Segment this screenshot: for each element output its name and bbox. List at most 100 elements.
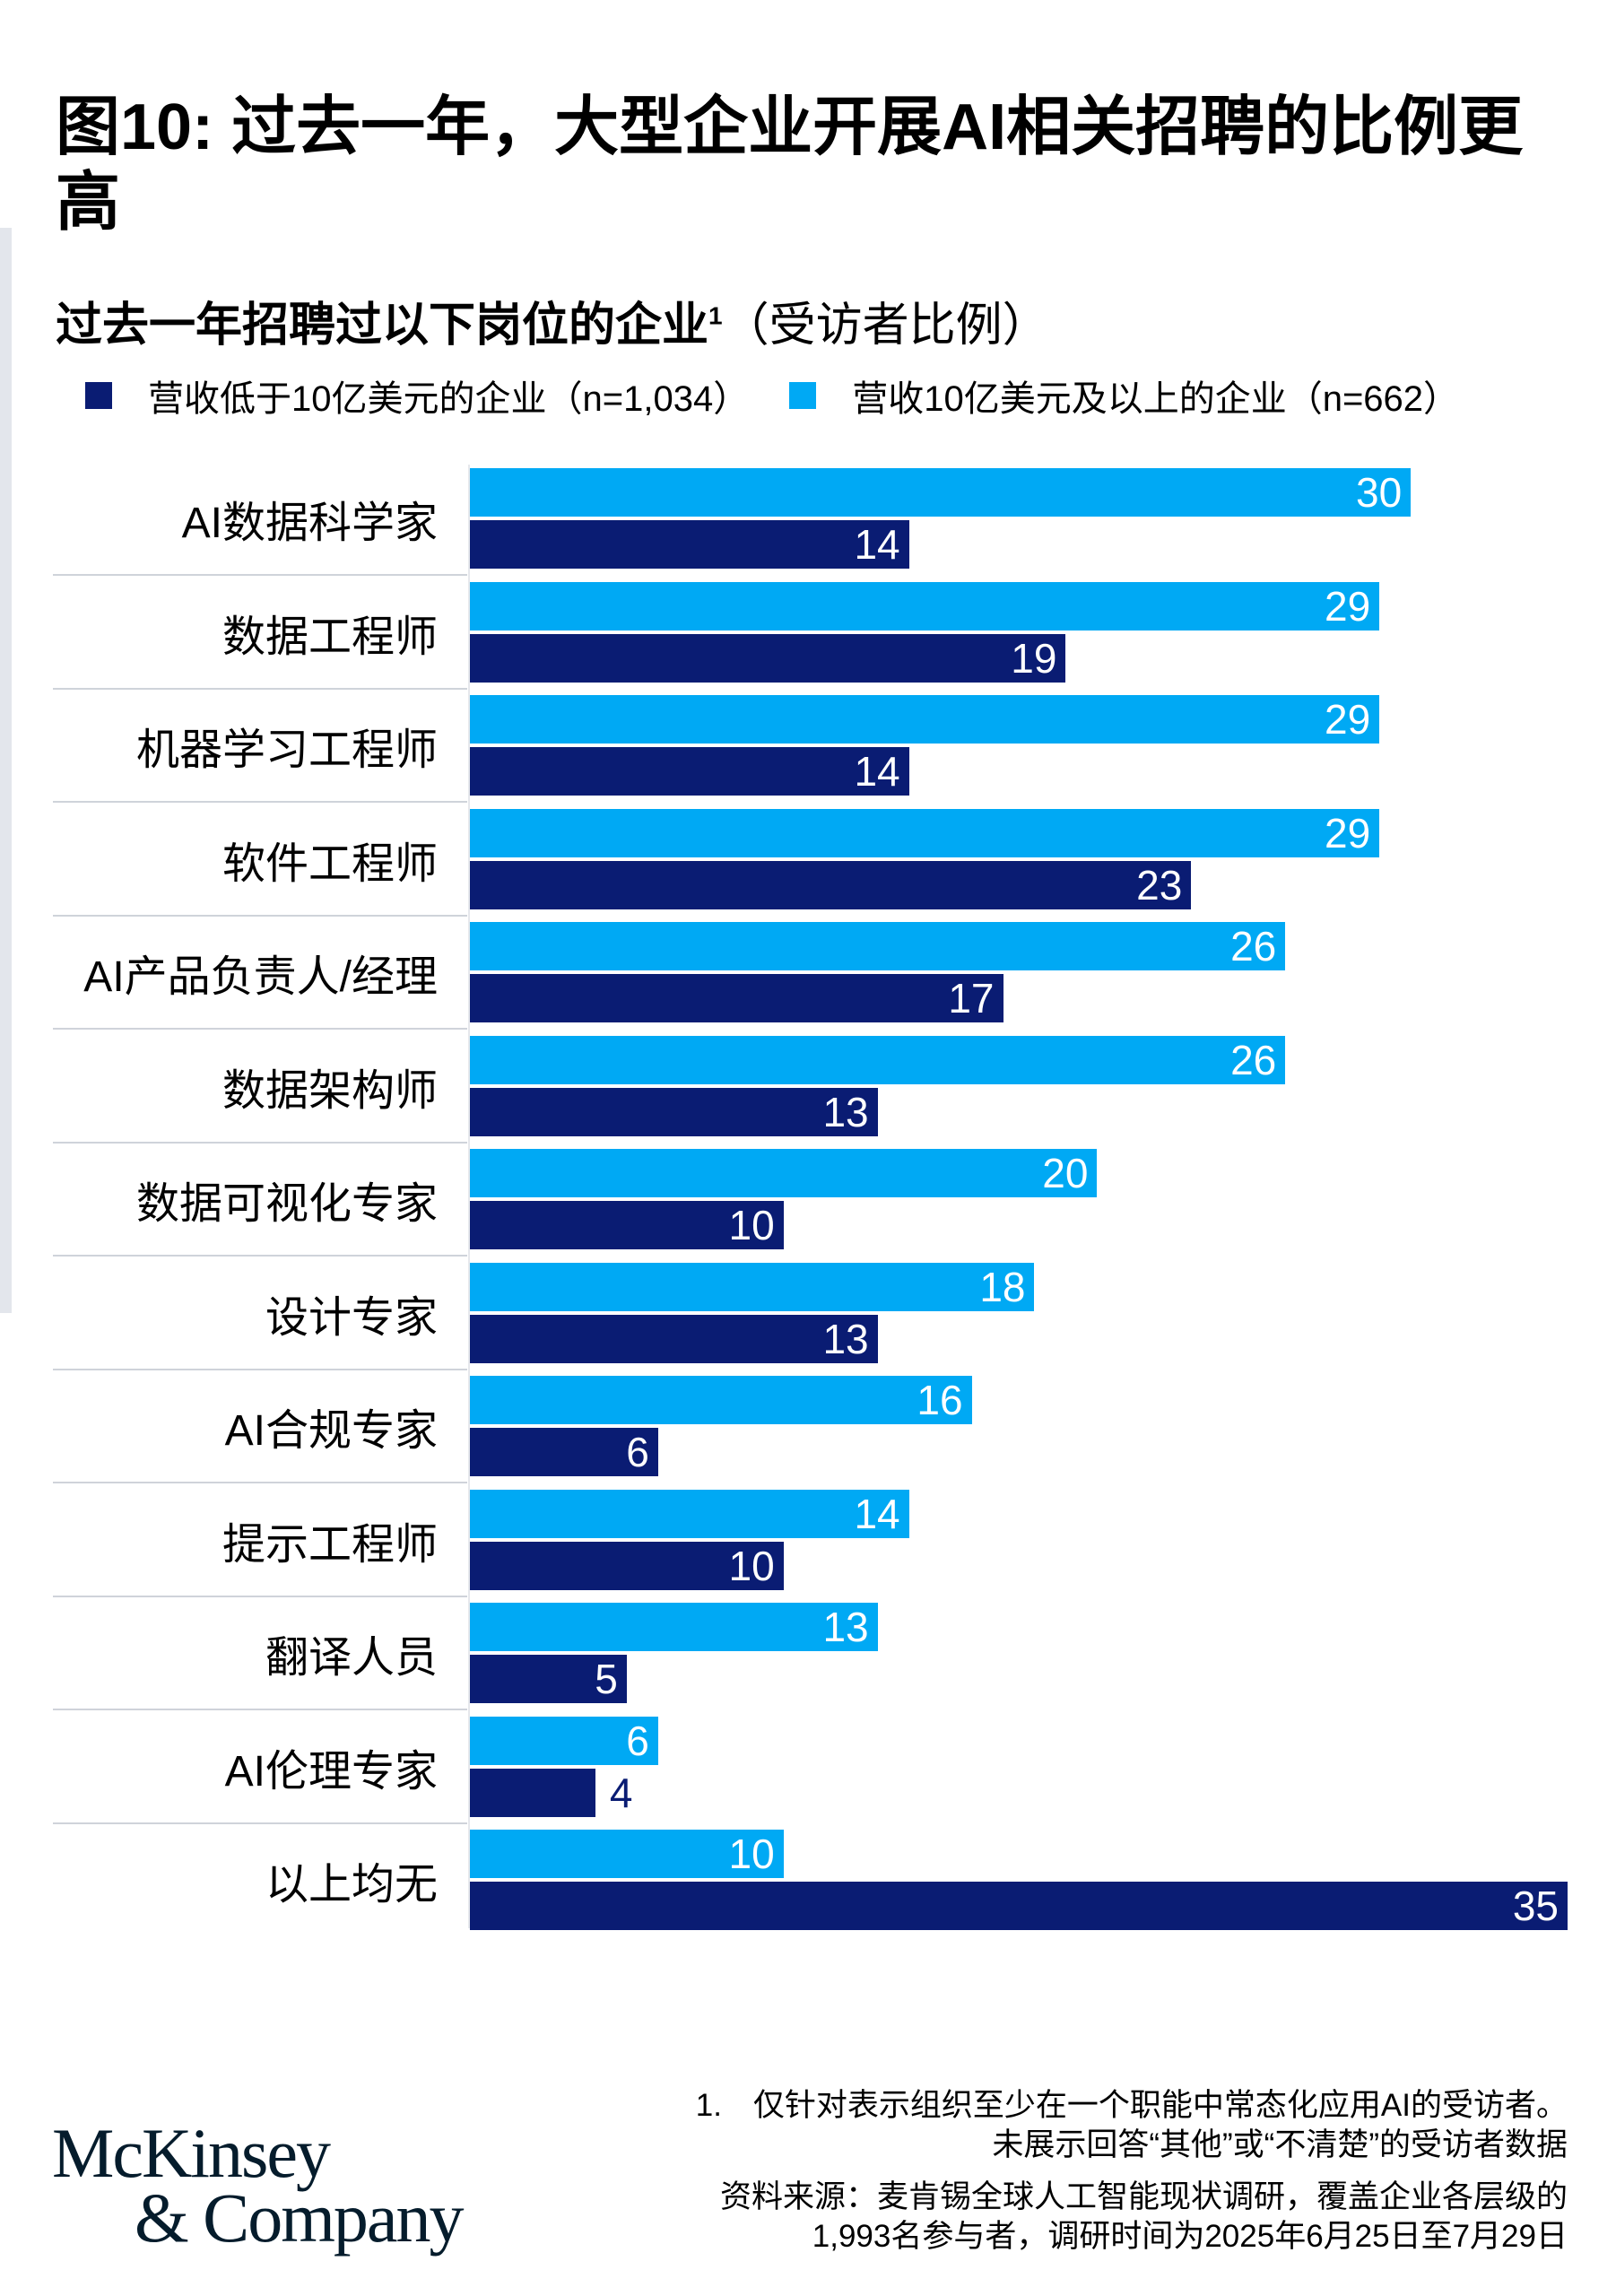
legend: 营收低于10亿美元的企业（n=1,034） 营收10亿美元及以上的企业（n=66… [85, 370, 1499, 422]
bar-small-enterprise [470, 1087, 878, 1136]
category-label: 数据架构师 [222, 1066, 438, 1115]
data-label: 10 [728, 1202, 775, 1248]
data-label: 29 [1325, 809, 1371, 857]
row-separator [53, 687, 467, 690]
subtitle-unit: （受访者比例） [722, 300, 1049, 352]
data-label: 4 [609, 1769, 633, 1816]
bar-large-enterprise [470, 1376, 972, 1424]
logo-line-1: McKinsey [52, 2114, 331, 2192]
data-label: 14 [854, 521, 900, 568]
legend-label-small: 营收低于10亿美元的企业（n=1,034） [148, 379, 750, 419]
data-label: 14 [854, 748, 900, 795]
subtitle-text: 过去一年招聘过以下岗位的企业 [56, 300, 709, 352]
data-label: 26 [1230, 923, 1277, 970]
data-label: 10 [728, 1831, 775, 1877]
row-separator [53, 1255, 467, 1257]
row-separator [53, 1822, 467, 1824]
legend-swatch-small [85, 382, 112, 409]
legend-item-large: 营收10亿美元及以上的企业（n=662） [789, 370, 1459, 422]
bar-large-enterprise [470, 808, 1380, 857]
left-edge-strip [0, 228, 12, 1313]
bar-large-enterprise [470, 922, 1286, 970]
data-label: 23 [1136, 861, 1183, 909]
category-label: 软件工程师 [222, 839, 438, 888]
category-label: AI数据科学家 [181, 500, 438, 547]
source-line-1: 资料来源：麦肯锡全球人工智能现状调研，覆盖企业各层级的 [719, 2179, 1568, 2214]
source-line-2: 1,993名参与者，调研时间为2025年6月25日至7月29日 [812, 2219, 1568, 2254]
bar-small-enterprise [470, 1314, 878, 1363]
logo-line-2: & Company [135, 2179, 464, 2257]
data-label: 16 [917, 1377, 963, 1423]
data-label: 10 [728, 1542, 775, 1589]
data-label: 29 [1325, 582, 1371, 630]
footnote-1-line-1: 1. 仅针对表示组织至少在一个职能中常态化应用AI的受访者。 [695, 2088, 1568, 2123]
bar-large-enterprise [470, 1830, 784, 1878]
category-label: 以上均无 [265, 1861, 438, 1909]
data-label: 13 [822, 1088, 869, 1135]
data-label: 18 [979, 1263, 1026, 1310]
bar-small-enterprise [470, 1541, 784, 1590]
bar-large-enterprise [470, 468, 1412, 517]
bar-large-enterprise [470, 581, 1380, 631]
category-label: 翻译人员 [265, 1634, 438, 1682]
data-label: 35 [1512, 1883, 1559, 1929]
bar-large-enterprise [470, 695, 1380, 744]
category-label: AI合规专家 [224, 1407, 438, 1455]
bar-small-enterprise [470, 747, 909, 796]
bar-small-enterprise [470, 520, 909, 569]
row-separator [53, 574, 467, 576]
bar-small-enterprise [470, 633, 1066, 683]
footnotes: 1. 仅针对表示组织至少在一个职能中常态化应用AI的受访者。 未展示回答“其他”… [696, 2086, 1568, 2257]
category-label: 数据可视化专家 [135, 1180, 438, 1228]
bar-large-enterprise [470, 1262, 1035, 1311]
data-label: 5 [595, 1656, 618, 1702]
row-separator [53, 1595, 467, 1597]
row-separator [53, 914, 467, 917]
data-label: 26 [1230, 1036, 1277, 1083]
category-label: AI产品负责人/经理 [83, 953, 438, 1001]
data-label: 30 [1355, 469, 1403, 516]
bar-small-enterprise [470, 1655, 627, 1703]
bar-chart: AI数据科学家 30 14 数据工程师 29 19 机器学习工程师 29 14 软件工程师 29 23… [53, 465, 1568, 1930]
bar-large-enterprise [470, 1035, 1286, 1084]
row-separator [53, 1028, 467, 1030]
bar-small-enterprise [470, 860, 1192, 909]
bar-small-enterprise [470, 1768, 595, 1817]
row-separator [53, 1709, 467, 1710]
bar-large-enterprise [470, 1149, 1098, 1197]
row-separator [53, 1482, 467, 1483]
row-separator [53, 1368, 467, 1370]
category-label: 设计专家 [265, 1293, 438, 1342]
legend-swatch-large [789, 382, 817, 409]
row-separator [53, 1141, 467, 1144]
data-label: 14 [854, 1490, 900, 1537]
footnote-marker: 1 [708, 301, 723, 330]
footnote-1-line-2: 未展示回答“其他”或“不清楚”的受访者数据 [992, 2127, 1568, 2162]
bar-small-enterprise [470, 1201, 784, 1249]
legend-label-large: 营收10亿美元及以上的企业（n=662） [852, 379, 1460, 419]
data-label: 6 [626, 1717, 649, 1764]
category-label: 机器学习工程师 [135, 726, 438, 774]
category-label: 提示工程师 [222, 1520, 438, 1569]
data-label: 6 [626, 1429, 649, 1475]
data-label: 19 [1011, 634, 1057, 682]
mckinsey-logo: McKinsey & Company [52, 2114, 464, 2257]
bar-small-enterprise [470, 1428, 658, 1476]
axis-line [468, 465, 470, 1928]
chart-subtitle: 过去一年招聘过以下岗位的企业1（受访者比例） [56, 287, 1049, 354]
bar-small-enterprise [470, 1882, 1568, 1930]
category-label: 数据工程师 [222, 613, 438, 661]
page-title: 图10: 过去一年，大型企业开展AI相关招聘的比例更高 [56, 91, 1524, 239]
data-label: 20 [1042, 1150, 1089, 1196]
data-label: 13 [822, 1604, 869, 1650]
category-label: AI伦理专家 [224, 1747, 438, 1796]
data-label: 29 [1325, 696, 1371, 743]
legend-item-small: 营收低于10亿美元的企业（n=1,034） [85, 370, 749, 422]
bar-large-enterprise [470, 1489, 909, 1538]
bar-large-enterprise [470, 1603, 878, 1651]
data-label: 17 [948, 975, 995, 1022]
row-separator [53, 801, 467, 803]
bar-large-enterprise [470, 1716, 658, 1765]
data-label: 13 [822, 1315, 869, 1362]
bar-small-enterprise [470, 974, 1003, 1022]
